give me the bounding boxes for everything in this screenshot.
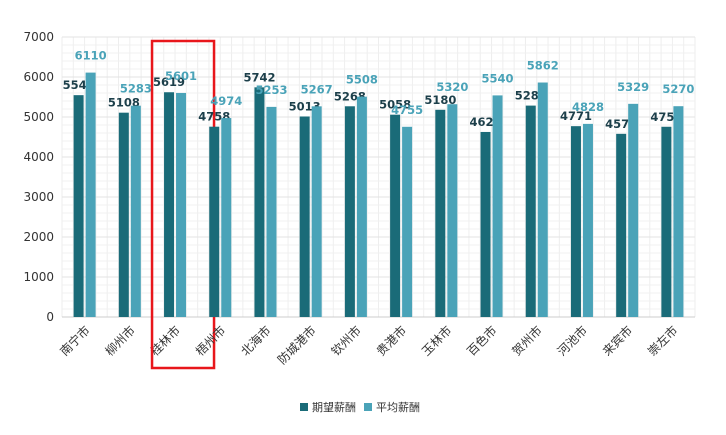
data-label-average: 5862 [527, 59, 559, 73]
data-label-average: 5270 [662, 82, 694, 96]
data-label-average: 4974 [210, 94, 242, 108]
data-label-average: 4828 [572, 100, 604, 114]
data-label-average: 5253 [255, 83, 287, 97]
bar-expected [254, 87, 265, 317]
x-tick-label: 来宾市 [599, 323, 635, 359]
legend-label: 期望薪酬 [312, 401, 356, 414]
x-tick-label: 玉林市 [418, 323, 454, 359]
x-tick-label: 贺州市 [509, 323, 545, 359]
bar-expected [525, 105, 536, 317]
x-tick-label: 柳州市 [102, 323, 138, 359]
y-tick-label: 3000 [23, 190, 54, 204]
bar-average [537, 82, 548, 318]
bar-average [628, 103, 639, 317]
bar-expected [164, 92, 175, 318]
data-label-average: 5320 [436, 80, 468, 94]
x-tick-label: 钦州市 [328, 323, 364, 359]
bar-expected [570, 126, 581, 317]
y-tick-label: 1000 [23, 270, 54, 284]
x-tick-label: 防城港市 [274, 323, 319, 368]
bar-expected [73, 95, 84, 317]
y-tick-label: 2000 [23, 230, 54, 244]
x-tick-label: 河池市 [554, 323, 590, 359]
x-tick-label: 百色市 [464, 323, 500, 359]
data-label-expected: 5058 [379, 98, 411, 112]
data-label-expected: 5619 [153, 75, 185, 89]
bar-expected [480, 131, 491, 317]
bar-expected [390, 114, 401, 318]
bar-average [130, 105, 141, 318]
x-tick-label: 梧州市 [192, 323, 228, 359]
legend-swatch [364, 403, 372, 411]
data-label-expected: 5180 [424, 93, 456, 107]
bar-average [221, 118, 232, 317]
legend-label: 平均薪酬 [376, 401, 420, 414]
bar-expected [435, 109, 446, 317]
y-tick-label: 0 [46, 310, 54, 324]
bar-expected [344, 106, 355, 317]
y-tick-label: 4000 [23, 150, 54, 164]
data-label-average: 5540 [482, 71, 514, 85]
data-label-average: 6110 [75, 49, 107, 63]
bar-average [266, 106, 277, 317]
bar-expected [118, 112, 129, 318]
bar-average [176, 92, 187, 318]
bar-average [673, 106, 684, 317]
y-tick-label: 7000 [23, 30, 54, 44]
legend-swatch [300, 403, 308, 411]
data-label-expected: 5742 [243, 70, 275, 84]
data-label-expected: 4771 [560, 109, 592, 123]
x-tick-label: 南宁市 [57, 323, 93, 359]
bar-average [582, 123, 593, 317]
data-label-average: 5601 [165, 69, 197, 83]
x-tick-label: 贵港市 [373, 323, 409, 359]
data-label-average: 4755 [391, 103, 423, 117]
data-label-average: 5267 [301, 82, 333, 96]
bar-expected [661, 126, 672, 317]
x-tick-label: 北海市 [238, 323, 274, 359]
data-label-average: 5329 [617, 80, 649, 94]
data-label-average: 5283 [120, 82, 152, 96]
bar-average [356, 96, 367, 318]
y-tick-label: 5000 [23, 110, 54, 124]
bar-expected [616, 133, 627, 317]
x-tick-label: 崇左市 [644, 323, 680, 359]
legend: 期望薪酬 平均薪酬 [300, 401, 420, 414]
y-tick-label: 6000 [23, 70, 54, 84]
bar-average [402, 126, 413, 317]
bar-expected [209, 126, 220, 318]
bar-expected [299, 116, 310, 317]
bar-average [447, 104, 458, 317]
bar-average [492, 95, 503, 318]
data-label-average: 5508 [346, 73, 378, 87]
bar-average [311, 106, 322, 317]
bar-average [85, 72, 96, 317]
